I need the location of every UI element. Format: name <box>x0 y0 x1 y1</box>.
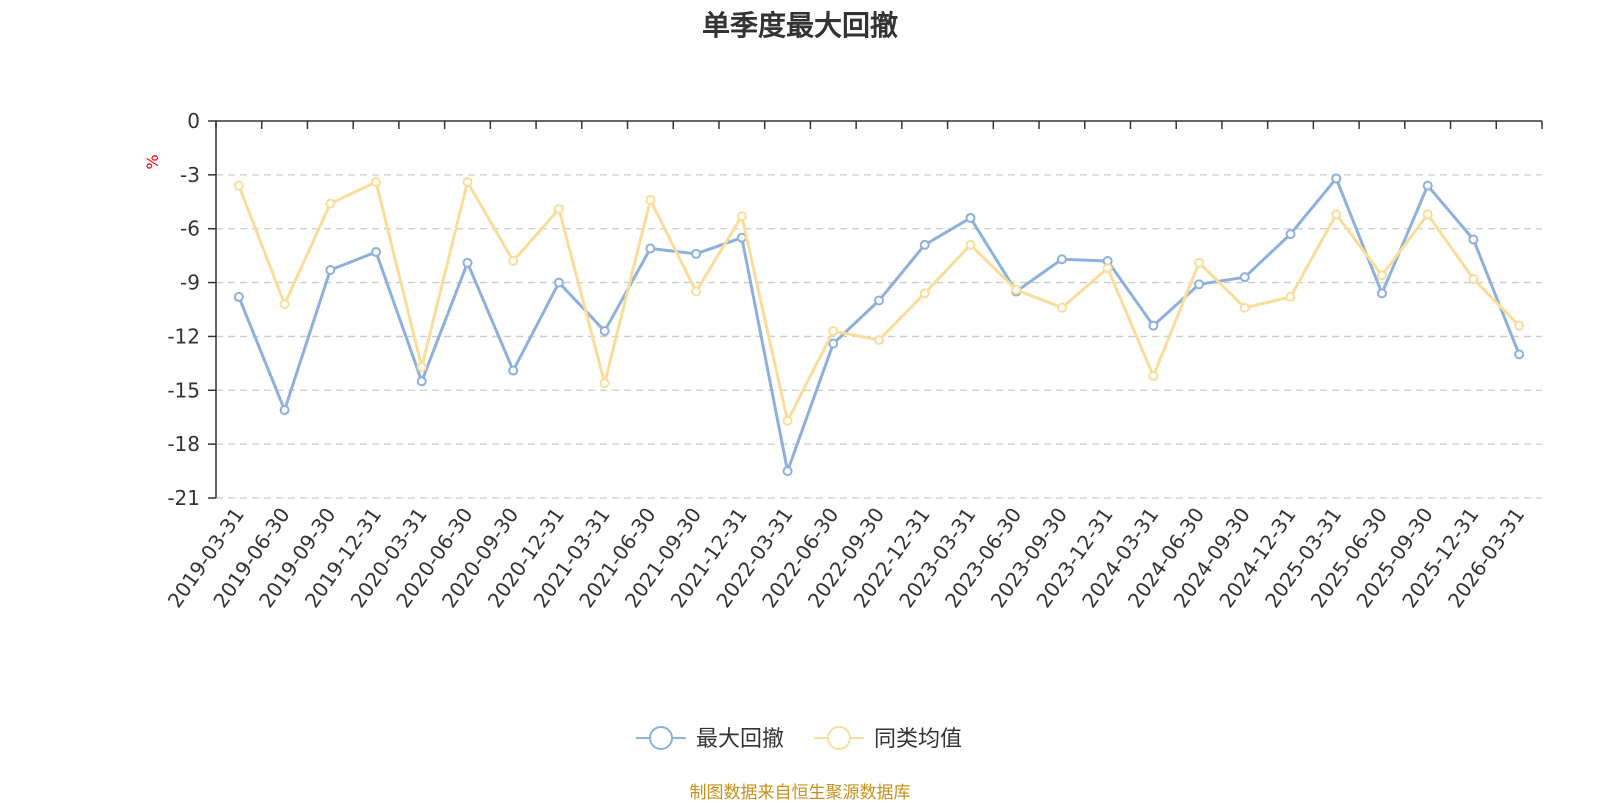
y-tick-label: -15 <box>167 378 200 402</box>
data-point <box>645 194 656 205</box>
data-point <box>736 211 747 222</box>
y-tick-label: -3 <box>180 163 200 187</box>
data-point <box>1194 257 1205 268</box>
data-point <box>874 295 884 306</box>
data-point <box>462 177 473 188</box>
data-point <box>828 338 839 349</box>
legend-item-1[interactable]: 最大回撤 <box>636 726 784 752</box>
data-point <box>1422 209 1433 220</box>
legend-label: 同类均值 <box>874 727 962 752</box>
data-point <box>782 466 793 477</box>
data-point <box>1331 209 1342 220</box>
data-point <box>828 326 839 337</box>
data-point <box>782 415 793 426</box>
data-point <box>645 243 656 254</box>
y-tick-label: -9 <box>180 271 200 295</box>
data-point <box>371 177 382 188</box>
data-point <box>416 376 427 387</box>
data-point <box>965 212 976 223</box>
data-point <box>1239 272 1250 283</box>
y-tick-label: 0 <box>187 109 200 133</box>
data-point <box>1514 349 1525 360</box>
legend-label: 最大回撤 <box>696 727 784 752</box>
data-point <box>599 326 610 337</box>
series-lines <box>233 173 1525 477</box>
y-axis-unit-label: % <box>143 154 162 169</box>
data-point <box>691 248 702 259</box>
data-point <box>1285 229 1296 240</box>
data-point <box>1102 263 1113 274</box>
data-point <box>874 335 884 346</box>
data-point <box>1468 273 1479 284</box>
data-point <box>233 291 244 302</box>
data-point <box>1422 180 1433 191</box>
data-point <box>233 180 244 191</box>
data-point <box>599 378 610 389</box>
data-point <box>1468 234 1479 245</box>
data-point <box>1239 302 1250 313</box>
data-point <box>1376 270 1387 281</box>
data-point <box>508 256 519 267</box>
data-point <box>1148 320 1159 331</box>
data-point <box>1148 370 1159 381</box>
data-point <box>553 203 564 214</box>
legend[interactable]: 最大回撤 同类均值 <box>636 726 962 752</box>
data-point <box>1056 254 1067 265</box>
data-point <box>919 239 930 250</box>
legend-item-2[interactable]: 同类均值 <box>814 726 962 752</box>
y-tick-label: -18 <box>167 432 200 456</box>
legend-marker-icon <box>649 726 673 750</box>
data-point <box>965 239 976 250</box>
data-point <box>919 288 930 299</box>
y-tick-label: -12 <box>167 324 200 348</box>
data-point <box>1285 291 1296 302</box>
y-tick-label: -6 <box>180 217 200 241</box>
data-point <box>1056 302 1067 313</box>
y-tick-label: -21 <box>167 486 200 510</box>
data-point <box>325 265 336 276</box>
data-point <box>1011 284 1022 295</box>
data-point <box>1331 173 1342 184</box>
data-point <box>691 286 702 297</box>
grid-lines <box>216 174 1542 499</box>
data-point <box>1514 320 1525 331</box>
data-point <box>1194 279 1205 290</box>
legend-marker-icon <box>827 726 851 750</box>
data-point <box>325 198 336 209</box>
data-point <box>553 277 564 288</box>
data-point <box>416 361 427 372</box>
source-note: 制图数据来自恒生聚源数据库 <box>689 783 911 803</box>
data-point <box>508 365 519 376</box>
chart-title: 单季度最大回撤 <box>701 9 898 42</box>
data-point <box>371 247 382 258</box>
data-point <box>279 299 290 310</box>
data-point <box>462 257 473 268</box>
data-point <box>279 405 290 416</box>
data-point <box>1376 288 1387 299</box>
